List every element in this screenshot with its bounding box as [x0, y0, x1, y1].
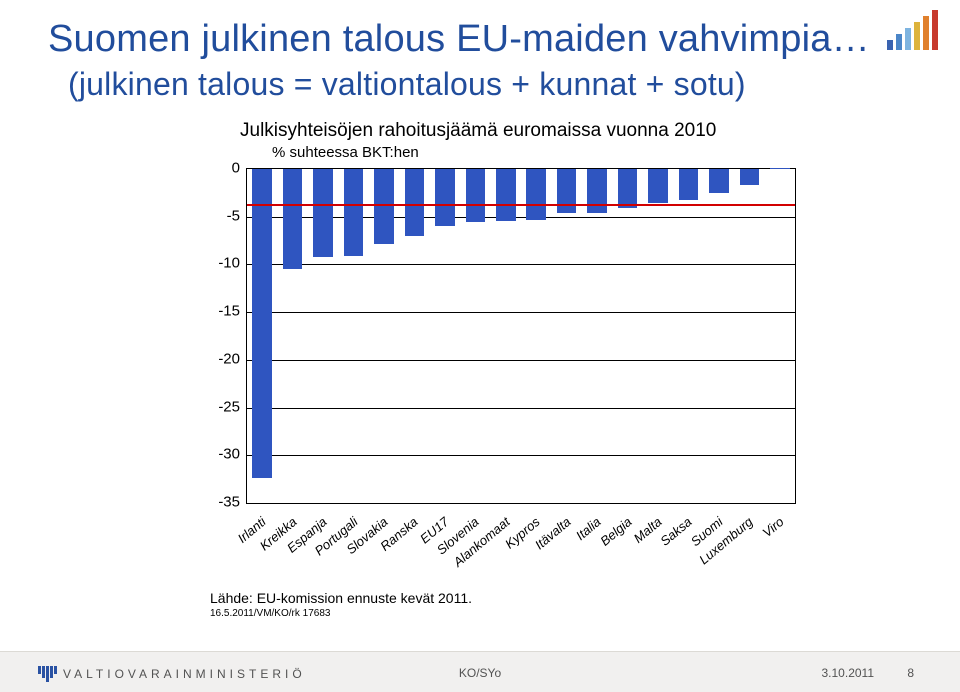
bar [526, 169, 545, 220]
source-id: 16.5.2011/VM/KO/rk 17683 [210, 608, 330, 619]
plot-box [246, 168, 796, 504]
source-text: Lähde: EU-komission ennuste kevät 2011. [210, 590, 472, 606]
x-tick-label: Malta [631, 514, 665, 546]
reference-line [247, 204, 795, 206]
y-tick-label: -20 [200, 350, 240, 367]
bar [709, 169, 728, 193]
bar [283, 169, 302, 269]
bar [313, 169, 332, 257]
bar [648, 169, 667, 203]
gridline [247, 312, 795, 313]
footer-center: KO/SYo [459, 666, 501, 680]
bar [679, 169, 698, 200]
bar [435, 169, 454, 226]
bar [587, 169, 606, 213]
y-tick-label: -30 [200, 446, 240, 463]
footer-page: 8 [907, 666, 914, 680]
x-tick-label: Saksa [658, 514, 695, 549]
bar-chart: 0-5-10-15-20-25-30-35 [210, 168, 800, 508]
y-tick-label: -5 [200, 207, 240, 224]
bar [557, 169, 576, 213]
chart-subtitle: % suhteessa BKT:hen [272, 144, 419, 161]
logo-mark [38, 666, 57, 682]
gridline [247, 455, 795, 456]
x-axis-labels: IrlantiKreikkaEspanjaPortugaliSlovakiaRa… [246, 510, 796, 600]
footer-date: 3.10.2011 [822, 666, 875, 680]
slide-title: Suomen julkinen talous EU-maiden vahvimp… [48, 18, 870, 62]
x-tick-label: Viro [759, 514, 786, 540]
slide-subtitle: (julkinen talous = valtiontalous + kunna… [68, 66, 746, 103]
corner-decor [887, 10, 938, 50]
chart-title: Julkisyhteisöjen rahoitusjäämä euromaiss… [240, 120, 716, 142]
bar [374, 169, 393, 244]
bar [466, 169, 485, 222]
bar [252, 169, 271, 478]
bars-container [247, 169, 795, 503]
gridline [247, 408, 795, 409]
bar [618, 169, 637, 208]
gridline [247, 264, 795, 265]
ministry-logo: VALTIOVARAINMINISTERIÖ [38, 666, 306, 682]
bar [344, 169, 363, 256]
y-tick-label: -35 [200, 494, 240, 511]
bar [740, 169, 759, 185]
gridline [247, 360, 795, 361]
bar [405, 169, 424, 236]
footer-bar: VALTIOVARAINMINISTERIÖ KO/SYo 3.10.2011 … [0, 651, 960, 692]
bar [770, 168, 789, 169]
x-tick-label: Belgia [597, 514, 634, 549]
ministry-name: VALTIOVARAINMINISTERIÖ [63, 667, 306, 681]
y-tick-label: -15 [200, 303, 240, 320]
y-tick-label: 0 [200, 160, 240, 177]
bar [496, 169, 515, 221]
y-tick-label: -10 [200, 255, 240, 272]
y-tick-label: -25 [200, 398, 240, 415]
